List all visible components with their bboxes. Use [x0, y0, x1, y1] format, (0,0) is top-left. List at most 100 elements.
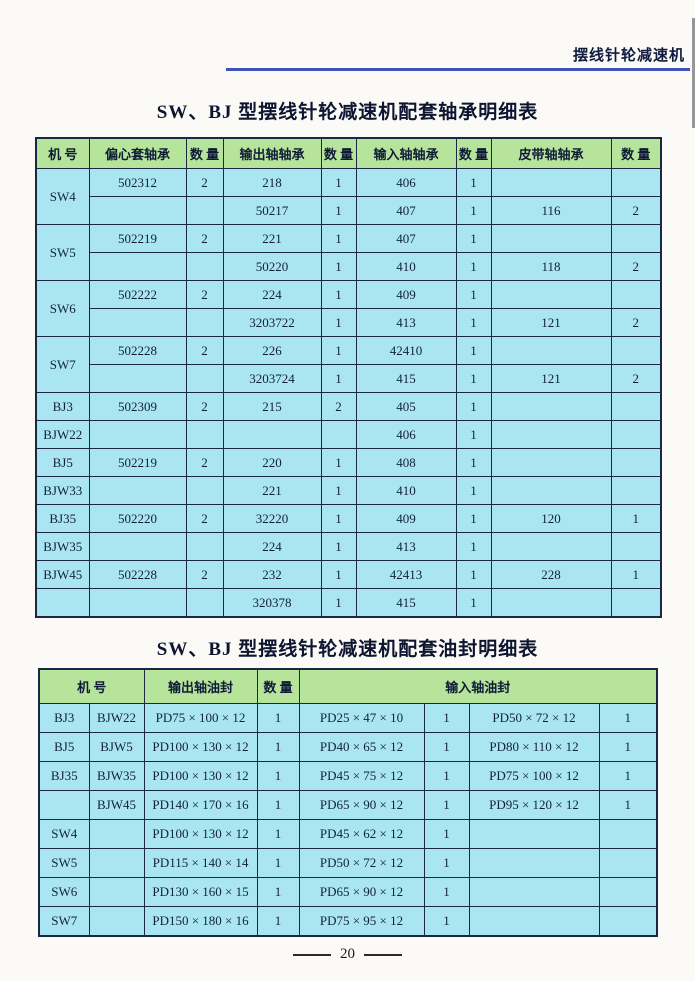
table-cell: 218	[222, 168, 322, 197]
table-cell: 2	[185, 504, 224, 533]
header-cell: 输出轴轴承	[222, 137, 322, 169]
table-cell: 2	[610, 252, 662, 281]
table-cell: 1	[256, 790, 300, 820]
table-cell	[490, 588, 612, 618]
table-cell	[490, 392, 612, 421]
table-cell: 407	[355, 224, 457, 253]
table-cell	[490, 420, 612, 449]
table-row: 机 号偏心套轴承数 量输出轴轴承数 量输入轴轴承数 量皮带轴轴承数 量	[35, 137, 662, 169]
table-cell: 2	[610, 364, 662, 393]
running-header-title: 摆线针轮减速机	[572, 48, 685, 64]
table-cell: 1	[320, 448, 357, 477]
table-cell: 1	[455, 420, 492, 449]
table-row: 50217 1 407 1 116 2	[36, 196, 662, 225]
table-cell: PD40 × 65 × 12	[298, 732, 425, 762]
table-cell: 1	[423, 848, 470, 878]
header-cell: 输入轴轴承	[355, 137, 457, 169]
table-cell	[320, 420, 357, 449]
table-cell: 1	[320, 280, 357, 309]
table-cell: 1	[320, 364, 357, 393]
table-cell: 1	[455, 308, 492, 337]
table-row: BJW35 224 1 413 1	[35, 532, 662, 561]
table-cell: PD100 × 130 × 12	[143, 761, 258, 791]
table-cell: 1	[320, 252, 357, 281]
seal-table-title: SW、BJ 型摆线针轮减速机配套油封明细表	[156, 639, 539, 660]
table-row: BJ35 BJW35 PD100 × 130 × 12 1 PD45 × 75 × 12…	[38, 761, 658, 791]
table-row: BJW33 221 1 410 1	[35, 476, 662, 505]
table-cell: 405	[355, 392, 457, 421]
table-cell: 2	[610, 308, 662, 337]
bearing-table-title: SW、BJ 型摆线针轮减速机配套轴承明细表	[156, 102, 539, 123]
table-cell: 502220	[88, 504, 187, 533]
table-cell: 2	[320, 392, 357, 421]
table-cell	[610, 224, 662, 253]
table-cell: 2	[185, 392, 224, 421]
table-cell: 1	[256, 877, 300, 907]
table-cell: BJW5	[88, 732, 145, 762]
table-cell: BJW35	[35, 532, 90, 561]
header-cell: 偏心套轴承	[88, 137, 187, 169]
table-cell: PD100 × 130 × 12	[143, 732, 258, 762]
table-cell: BJ35	[38, 761, 90, 791]
header-cell: 数 量	[610, 137, 662, 169]
page-number: 20	[340, 946, 355, 962]
table-cell: 224	[222, 532, 322, 561]
table-row: BJ3 502309 2 215 2 405 1	[35, 392, 662, 421]
table-cell: BJ5	[35, 448, 90, 477]
table-cell: 121	[490, 308, 612, 337]
table-cell: PD150 × 180 × 16	[143, 906, 258, 937]
bearing-table: 机 号偏心套轴承数 量输出轴轴承数 量输入轴轴承数 量皮带轴轴承数 量 SW4 50…	[35, 137, 662, 618]
table-cell: 1	[598, 732, 658, 762]
table-cell	[38, 790, 90, 820]
table-cell: 502219	[88, 224, 187, 253]
table-cell: 1	[455, 224, 492, 253]
table-cell: SW4	[38, 819, 90, 849]
table-cell: 118	[490, 252, 612, 281]
table-cell: 502222	[88, 280, 187, 309]
table-cell: 502228	[88, 560, 187, 589]
table-cell	[35, 588, 90, 618]
table-cell: 1	[423, 703, 470, 733]
table-cell: BJ3	[35, 392, 90, 421]
table-cell: SW6	[38, 877, 90, 907]
seal-table-grid: 机 号输出轴油封数 量输入轴油封 BJ3 BJW22 PD75 × 100 × 12 1…	[38, 668, 658, 937]
table-cell	[610, 392, 662, 421]
table-cell: 1	[320, 476, 357, 505]
table-cell: 1	[256, 761, 300, 791]
table-cell: 1	[423, 761, 470, 791]
table-cell: 224	[222, 280, 322, 309]
header-cell: 数 量	[256, 668, 300, 704]
table-cell: 1	[320, 196, 357, 225]
table-cell: PD65 × 90 × 12	[298, 790, 425, 820]
table-cell: 1	[455, 252, 492, 281]
header-cell: 数 量	[185, 137, 224, 169]
table-cell	[88, 364, 187, 393]
table-row: SW4 PD100 × 130 × 12 1 PD45 × 62 × 12 1	[38, 819, 658, 849]
table-row: 320378 1 415 1	[35, 588, 662, 618]
table-cell: 406	[355, 420, 457, 449]
table-cell	[88, 308, 187, 337]
table-row: SW5 PD115 × 140 × 14 1 PD50 × 72 × 12 1	[38, 848, 658, 878]
table-row: 50220 1 410 1 118 2	[36, 252, 662, 281]
header-cell: 数 量	[455, 137, 492, 169]
table-cell: 1	[455, 504, 492, 533]
table-cell: PD95 × 120 × 12	[468, 790, 600, 820]
table-cell: 1	[423, 732, 470, 762]
table-cell: 1	[455, 280, 492, 309]
table-cell: 1	[256, 703, 300, 733]
table-cell	[88, 906, 145, 937]
table-cell: SW4	[35, 168, 90, 225]
table-cell: 410	[355, 476, 457, 505]
table-cell: 502312	[88, 168, 187, 197]
table-cell	[185, 476, 224, 505]
table-cell: 2	[185, 168, 224, 197]
table-row: 机 号输出轴油封数 量输入轴油封	[38, 668, 658, 704]
table-cell: 1	[320, 588, 357, 618]
table-row: BJ5 502219 2 220 1 408 1	[35, 448, 662, 477]
table-cell: 502219	[88, 448, 187, 477]
table-cell	[598, 906, 658, 937]
scan-edge-artifact	[692, 18, 695, 128]
header-rule	[226, 68, 690, 71]
table-cell: 1	[455, 588, 492, 618]
table-cell: 2	[185, 336, 224, 365]
